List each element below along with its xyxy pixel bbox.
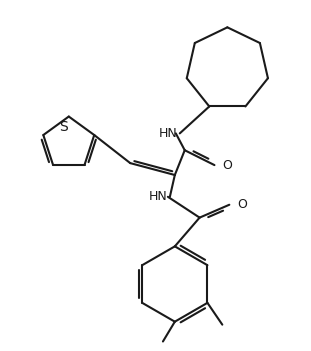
Text: HN: HN bbox=[149, 190, 168, 203]
Text: O: O bbox=[237, 198, 247, 211]
Text: HN: HN bbox=[159, 127, 178, 140]
Text: S: S bbox=[59, 120, 68, 134]
Text: O: O bbox=[222, 159, 232, 172]
